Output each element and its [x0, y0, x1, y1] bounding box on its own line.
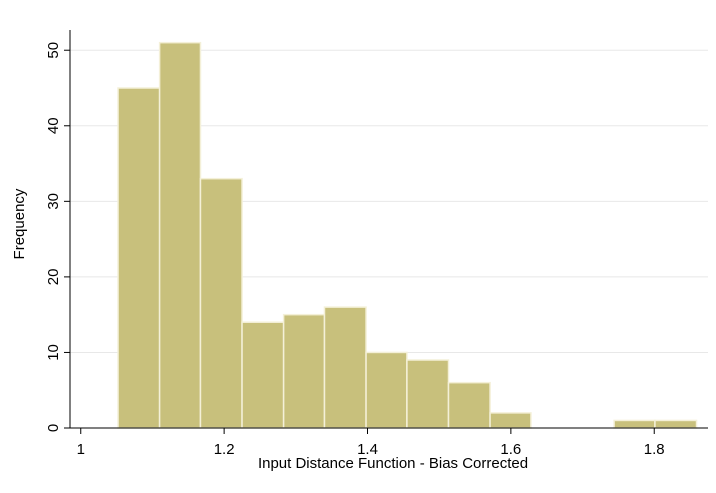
y-tick-label: 50 [45, 42, 62, 59]
histogram-bar [282, 313, 326, 429]
histogram-bar [654, 419, 698, 429]
y-tick-label: 40 [45, 117, 62, 134]
histogram-bar [158, 41, 202, 429]
histogram-bar [199, 177, 243, 429]
histogram-bar [613, 419, 656, 429]
histogram-bar [447, 381, 491, 429]
histogram-bar [117, 87, 161, 429]
x-tick-label: 1 [77, 441, 85, 458]
x-tick-label: 1.2 [214, 441, 235, 458]
y-tick-label: 20 [45, 269, 62, 286]
x-axis-title: Input Distance Function - Bias Corrected [258, 455, 528, 472]
axes: 0 10 20 30 40 50 1 1.2 1.4 1.6 1.8 [45, 30, 708, 458]
y-tick-label: 30 [45, 193, 62, 210]
x-tick-label: 1.4 [357, 441, 378, 458]
y-tick-label: 0 [45, 424, 62, 432]
histogram-bar [406, 359, 450, 429]
histogram-bar [323, 306, 367, 429]
histogram-bar [365, 351, 408, 429]
y-axis-title: Frequency [11, 188, 28, 259]
x-tick-label: 1.6 [500, 441, 521, 458]
histogram-bar [241, 321, 285, 429]
x-tick-label: 1.8 [644, 441, 665, 458]
histogram-bars [117, 41, 698, 429]
y-tick-label: 10 [45, 344, 62, 361]
histogram-bar [489, 412, 532, 429]
